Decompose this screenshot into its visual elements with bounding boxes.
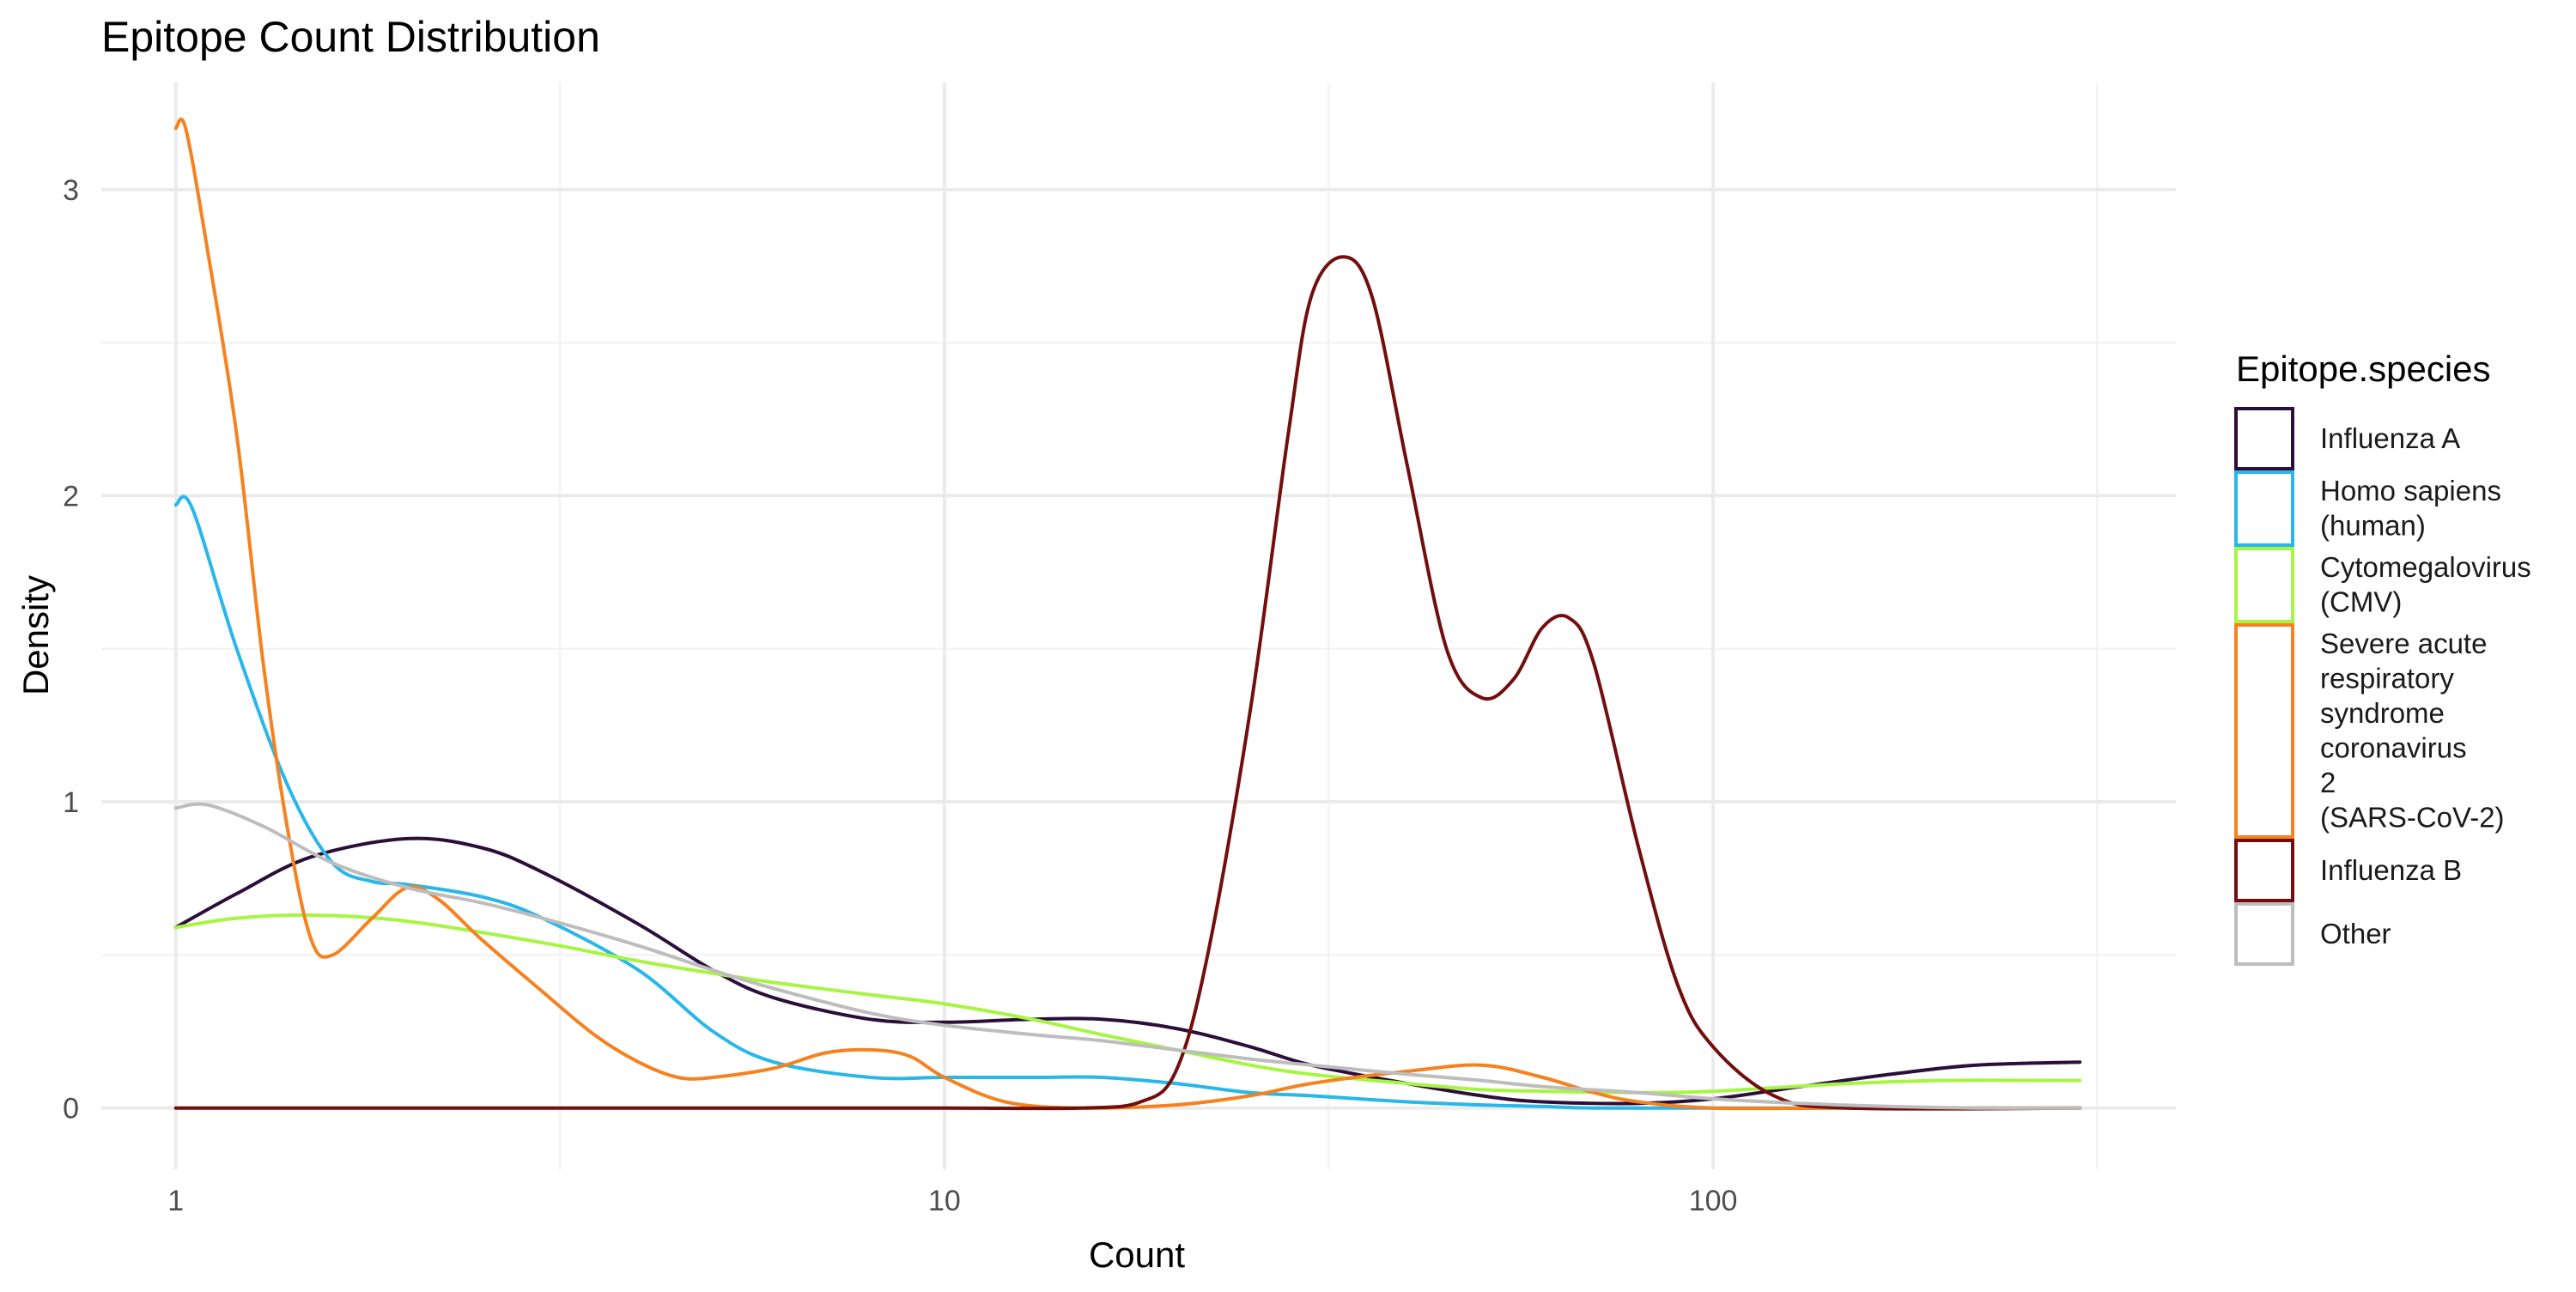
legend-item: Influenza A xyxy=(2234,407,2460,470)
series-line-6 xyxy=(173,802,2082,1110)
legend-label: Severe acute respiratory syndrome coronavir… xyxy=(2320,628,2505,834)
x-tick-label: 100 xyxy=(1689,1185,1738,1217)
legend-item: Severe acute respiratory syndrome coronavir… xyxy=(2234,623,2505,839)
y-tick-label: 2 xyxy=(63,480,79,513)
legend-key xyxy=(2234,623,2294,839)
series-line-5 xyxy=(173,255,2082,1111)
x-tick-label: 1 xyxy=(167,1185,184,1217)
series-lines xyxy=(173,118,2082,1111)
x-axis-title: Count xyxy=(1089,1234,1185,1275)
legend: Epitope.species Influenza A Homo sapiens(… xyxy=(2234,349,2531,966)
series-line-4 xyxy=(173,118,2082,1111)
legend-key xyxy=(2234,407,2294,470)
series-line-1 xyxy=(173,836,2082,1106)
legend-label: Influenza B xyxy=(2320,854,2462,886)
axis-ticks: 0 1 2 3 1 10 100 xyxy=(63,174,1737,1217)
grid xyxy=(101,82,2176,1169)
legend-label: Homo sapiens (human) xyxy=(2320,475,2501,542)
legend-label: Influenza A xyxy=(2320,422,2460,454)
series-line-3 xyxy=(173,913,2082,1095)
y-axis-title: Density xyxy=(15,575,56,695)
legend-item: Homo sapiens (human) xyxy=(2234,470,2501,547)
legend-item: Influenza B xyxy=(2234,839,2462,902)
legend-key xyxy=(2234,902,2294,966)
legend-items: Influenza A Homo sapiens (human) Cytomegalo… xyxy=(2234,407,2531,966)
legend-key xyxy=(2234,470,2294,547)
legend-title: Epitope.species xyxy=(2236,349,2491,389)
y-tick-label: 0 xyxy=(63,1093,79,1125)
legend-key xyxy=(2234,547,2294,623)
legend-item: Cytomegalovirus (CMV) xyxy=(2234,547,2531,623)
series-line-2 xyxy=(173,494,2082,1110)
legend-item: Other xyxy=(2234,902,2391,966)
y-tick-label: 3 xyxy=(63,174,79,207)
chart-title: Epitope Count Distribution xyxy=(101,13,600,61)
x-tick-label: 10 xyxy=(928,1185,961,1217)
y-tick-label: 1 xyxy=(63,786,79,819)
legend-label: Other xyxy=(2320,918,2391,949)
legend-label: Cytomegalovirus (CMV) xyxy=(2320,551,2531,618)
legend-key xyxy=(2234,839,2294,902)
